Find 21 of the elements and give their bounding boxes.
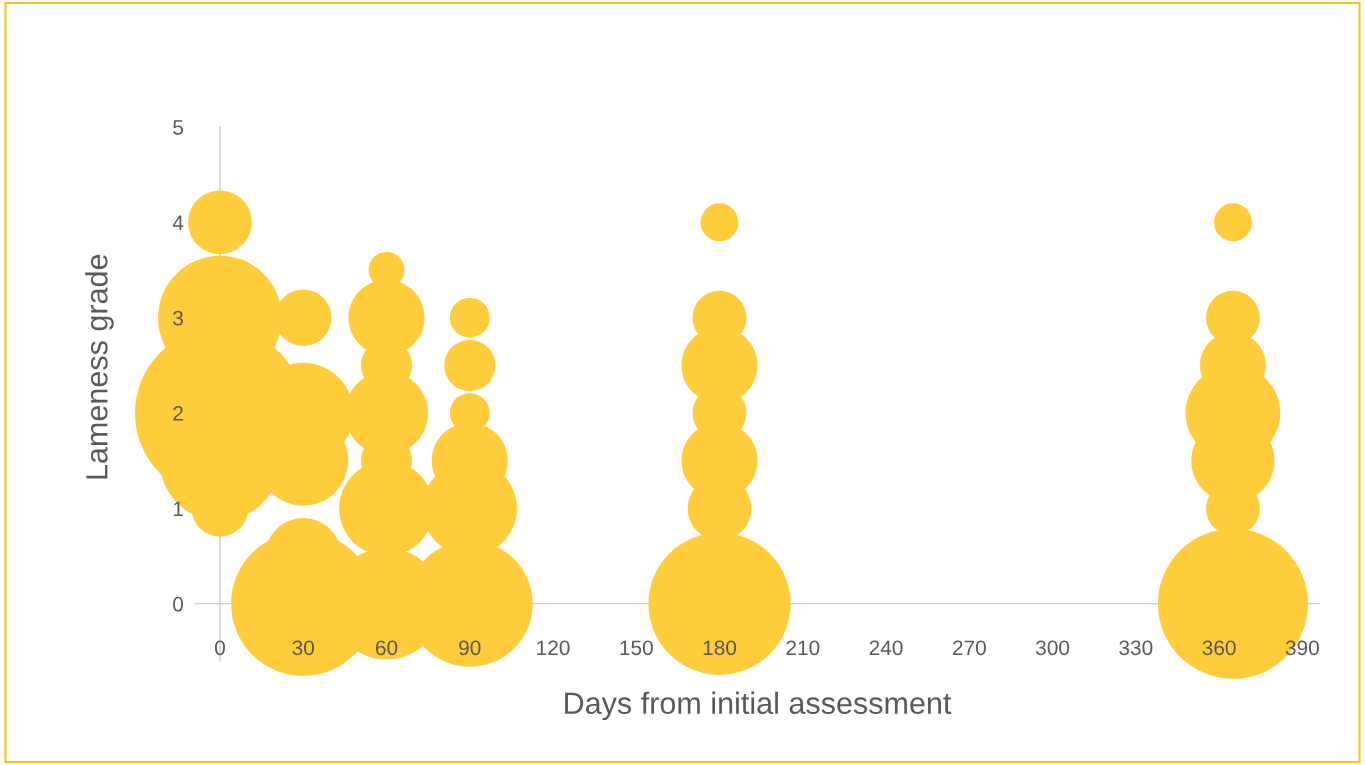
y-tick-label: 0 [173, 596, 184, 612]
x-tick-label: 270 [952, 640, 986, 656]
x-tick-label: 60 [375, 640, 398, 656]
x-tick-label: 210 [786, 640, 820, 656]
y-tick-label: 5 [173, 120, 183, 135]
y-tick-label: 1 [173, 501, 183, 516]
x-tick-label: 300 [1035, 640, 1070, 656]
x-tick-label: 30 [292, 640, 315, 656]
x-tick-label: 0 [215, 640, 225, 656]
x-tick-label: 150 [620, 640, 653, 656]
y-tick-label: 2 [173, 406, 183, 421]
x-tick-label: 330 [1119, 640, 1153, 656]
x-tick-label: 240 [869, 640, 903, 656]
y-axis-title: Lameness grade [85, 254, 114, 479]
x-tick-label: 90 [459, 640, 481, 656]
x-tick-label: 120 [537, 640, 570, 656]
x-tick-label: 180 [703, 640, 737, 656]
y-tick-label: 4 [172, 215, 184, 230]
y-tick-label: 3 [173, 310, 183, 326]
x-axis-title: Days from initial assessment [565, 691, 952, 721]
x-tick-label: 360 [1202, 640, 1236, 656]
